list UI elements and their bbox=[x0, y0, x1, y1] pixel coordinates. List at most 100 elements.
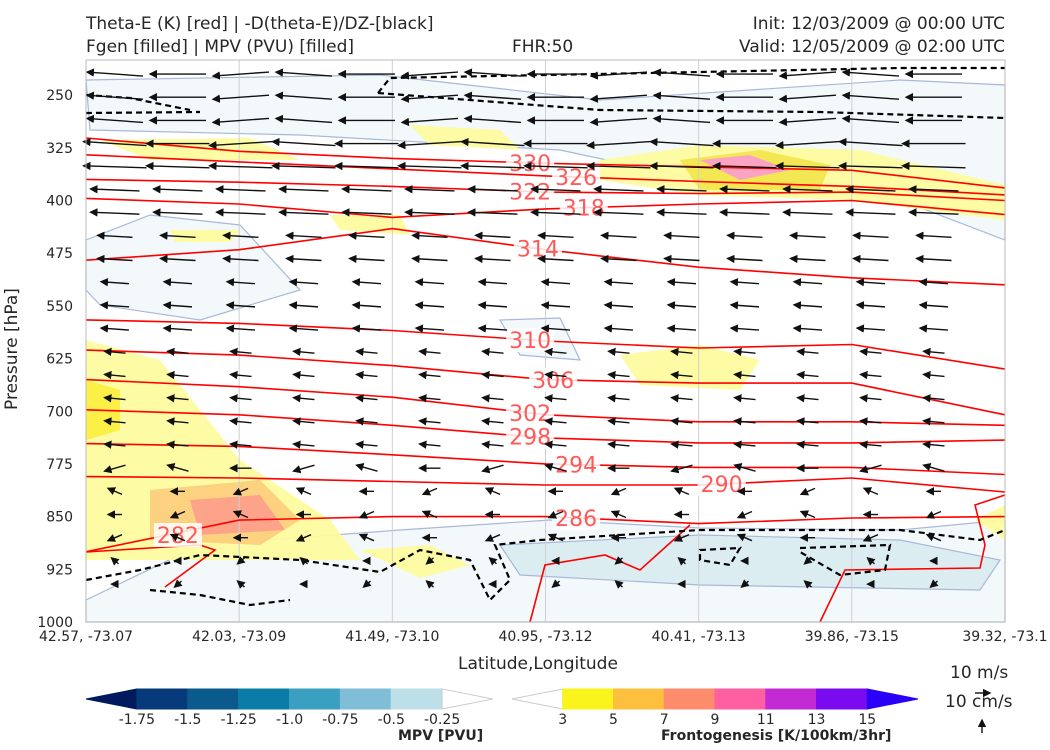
wind-vector bbox=[463, 114, 522, 124]
wind-vector bbox=[845, 185, 896, 194]
wind-vector bbox=[418, 417, 441, 426]
wind-vector bbox=[85, 68, 144, 77]
mpv-colorbar-swatch bbox=[289, 688, 341, 710]
wind-vector bbox=[733, 463, 756, 472]
wind-vector bbox=[859, 464, 882, 474]
wind-vector bbox=[775, 161, 840, 171]
wind-vector bbox=[400, 117, 459, 127]
mpv-colorbar-tick: -0.5 bbox=[378, 712, 405, 728]
x-tick-label: 41.49, -73.10 bbox=[345, 629, 439, 645]
wind-vector bbox=[292, 440, 315, 449]
theta-e-label: 318 bbox=[563, 197, 605, 222]
mpv-colorbar-tick: -1.0 bbox=[276, 712, 303, 728]
theta-e-label: 294 bbox=[555, 454, 597, 479]
wind-vector bbox=[733, 394, 756, 403]
wind-vector bbox=[481, 370, 504, 380]
wind-vector bbox=[106, 534, 123, 542]
wind-vector bbox=[103, 464, 126, 474]
wind-vector bbox=[547, 510, 564, 519]
x-tick-label: 42.57, -73.07 bbox=[39, 629, 133, 645]
wind-vector bbox=[89, 208, 140, 217]
theta-e-label: 310 bbox=[509, 329, 551, 354]
wind-vector bbox=[799, 510, 816, 519]
contour-label-bg bbox=[552, 452, 601, 477]
wind-vector bbox=[670, 370, 693, 380]
wind-vector bbox=[841, 68, 900, 77]
wind-vector bbox=[778, 71, 837, 80]
fgen-filled-region bbox=[360, 545, 470, 578]
fgen-colorbar-tick: 7 bbox=[660, 712, 669, 728]
wind-vector bbox=[229, 417, 252, 426]
wind-vector bbox=[593, 185, 644, 194]
wind-vector bbox=[544, 347, 567, 357]
wind-vector bbox=[589, 94, 648, 103]
fgen-colorbar-swatch bbox=[562, 688, 614, 710]
wind-vector bbox=[922, 394, 945, 403]
wind-vector bbox=[803, 580, 813, 589]
wind-vector bbox=[351, 324, 382, 333]
wind-vector bbox=[656, 208, 707, 217]
wind-vector bbox=[404, 208, 455, 217]
wind-vector bbox=[467, 185, 518, 194]
wind-vector bbox=[600, 231, 637, 240]
wind-vector bbox=[211, 94, 270, 103]
mpv-colorbar-swatch bbox=[85, 688, 138, 710]
wind-vector bbox=[159, 254, 196, 264]
wind-vector bbox=[841, 114, 900, 124]
contour-label-bg bbox=[529, 367, 578, 392]
wind-vector bbox=[85, 114, 144, 124]
wind-vector bbox=[103, 440, 126, 449]
wind-vector bbox=[488, 556, 498, 566]
fgen-colorbar-tick: 3 bbox=[558, 712, 567, 728]
wind-vector bbox=[166, 440, 189, 449]
wind-vector bbox=[855, 301, 886, 310]
wind-vector bbox=[99, 324, 130, 333]
wind-vector bbox=[855, 324, 886, 333]
wind-vector bbox=[292, 417, 315, 426]
theta-e-contour bbox=[529, 524, 691, 623]
wind-vector bbox=[348, 254, 385, 264]
mpv-filled-region bbox=[498, 534, 1001, 591]
wind-vector bbox=[796, 440, 819, 449]
wind-vector bbox=[782, 185, 833, 194]
y-tick-label: 925 bbox=[46, 562, 73, 578]
x-tick-label: 42.03, -73.09 bbox=[192, 629, 286, 645]
wind-vector bbox=[663, 231, 700, 240]
wind-vector bbox=[425, 556, 435, 565]
wind-vector bbox=[586, 140, 651, 150]
stability-dashed-contour bbox=[85, 528, 1006, 602]
wind-vector bbox=[656, 185, 707, 194]
wind-vector bbox=[211, 117, 270, 127]
wind-vector bbox=[481, 394, 504, 403]
stability-dashed-contour bbox=[377, 91, 1006, 120]
wind-vector bbox=[540, 324, 571, 333]
wind-vector bbox=[477, 301, 508, 310]
wind-vector bbox=[862, 487, 879, 495]
wind-vector bbox=[673, 487, 690, 495]
wind-vector bbox=[789, 254, 826, 264]
wind-vector bbox=[348, 231, 385, 240]
wind-vector bbox=[922, 440, 945, 449]
wind-vector bbox=[110, 556, 120, 566]
wind-vector bbox=[208, 161, 273, 171]
stability-dashed-contour bbox=[698, 546, 742, 567]
wind-vector bbox=[152, 185, 203, 194]
wind-vector bbox=[862, 534, 879, 542]
wind-vector bbox=[484, 534, 501, 542]
wind-vector bbox=[614, 580, 624, 589]
wind-vector bbox=[411, 254, 448, 264]
y-tick-label: 325 bbox=[46, 141, 73, 157]
wind-vector bbox=[414, 301, 445, 310]
wind-vector bbox=[523, 161, 588, 171]
init-time: Init: 12/03/2009 @ 00:00 UTC bbox=[752, 14, 1005, 34]
wind-vector bbox=[586, 161, 651, 171]
theta-e-label: 286 bbox=[555, 507, 597, 532]
y-tick-label: 550 bbox=[46, 299, 73, 315]
wind-vector bbox=[589, 117, 648, 127]
wind-vector bbox=[460, 137, 525, 147]
theta-e-label: 322 bbox=[509, 181, 551, 206]
wind-vector bbox=[159, 231, 196, 240]
wind-vector bbox=[677, 556, 687, 566]
mpv-colorbar-label: MPV [PVU] bbox=[398, 728, 484, 744]
y-tick-label: 1000 bbox=[37, 615, 73, 631]
